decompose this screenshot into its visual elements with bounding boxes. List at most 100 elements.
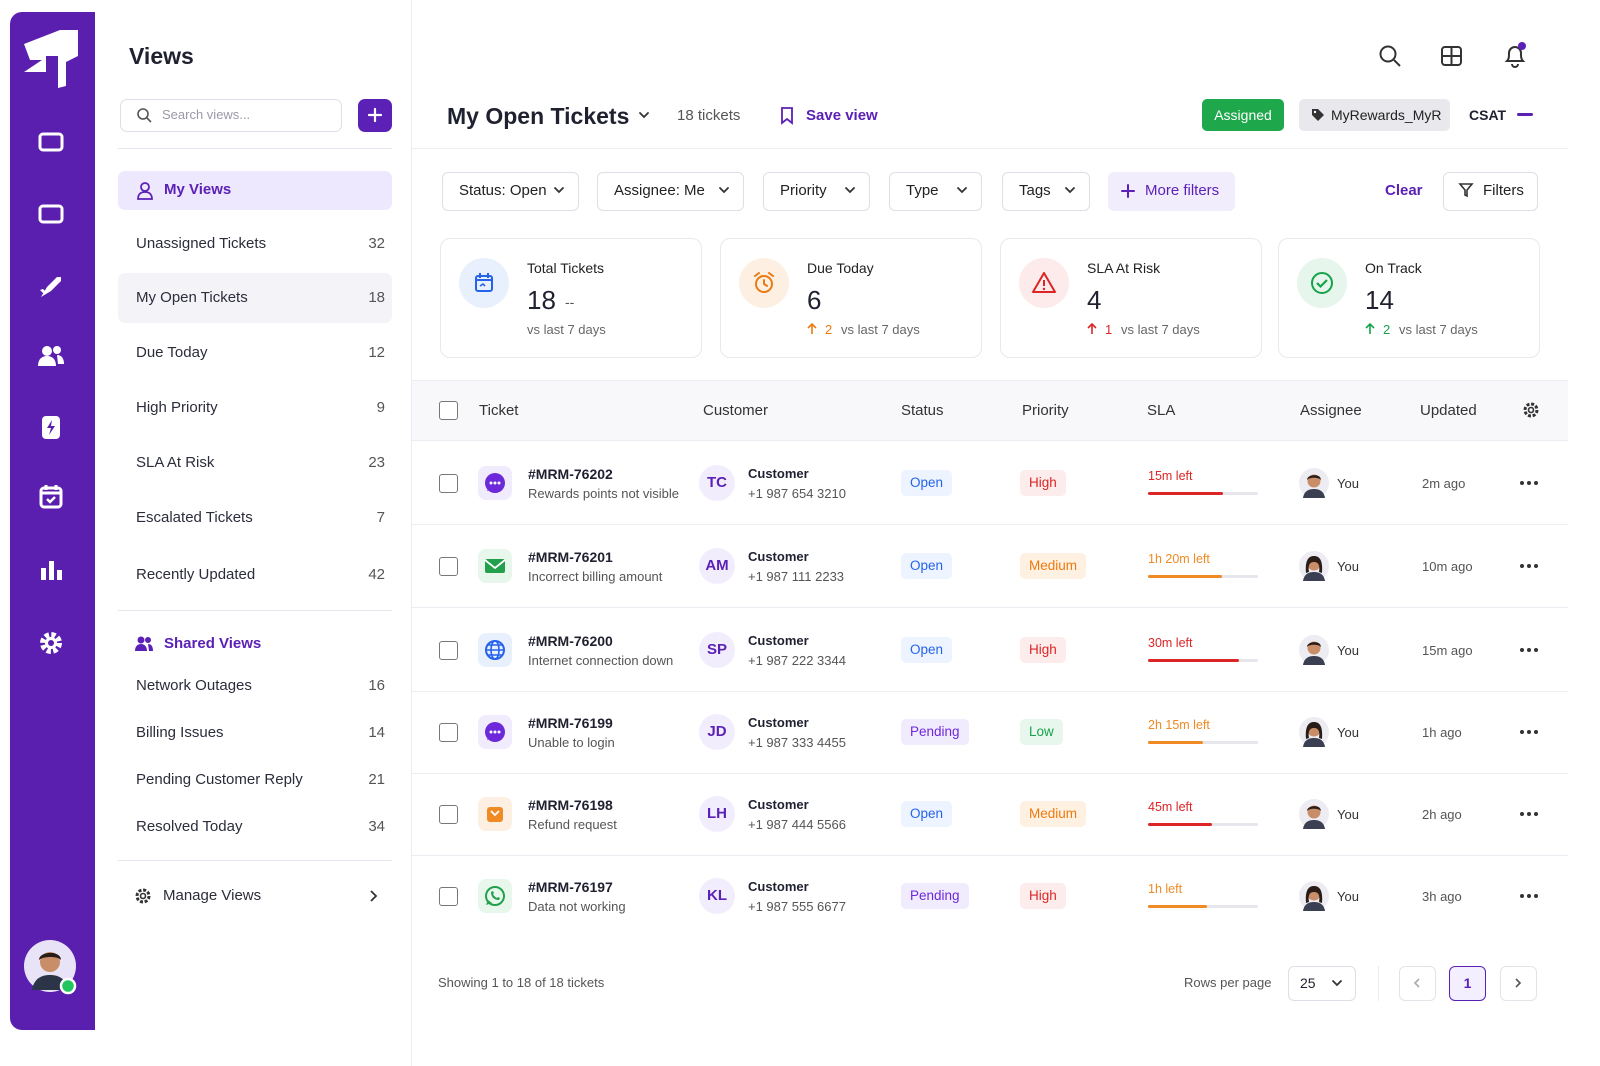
row-divider	[412, 855, 1568, 856]
stat-icon	[459, 258, 509, 308]
row-checkbox[interactable]	[439, 557, 458, 576]
rows-select[interactable]	[1288, 966, 1356, 1001]
row-checkbox[interactable]	[439, 805, 458, 824]
stat-card	[1278, 238, 1540, 358]
view-item-active[interactable]	[118, 273, 392, 323]
shared-view-label[interactable]: Pending Customer Reply	[136, 771, 303, 788]
row-checkbox[interactable]	[439, 723, 458, 742]
view-label[interactable]: High Priority	[136, 399, 218, 416]
ticket-id[interactable]: #MRM-76201	[528, 549, 613, 565]
table-settings[interactable]	[1522, 401, 1540, 419]
ticket-subject: Rewards points not visible	[528, 486, 680, 501]
customer-phone: +1 987 111 2233	[748, 569, 845, 584]
customer-name: Customer	[748, 715, 809, 730]
notifications-button[interactable]	[1503, 42, 1529, 68]
row-checkbox[interactable]	[439, 887, 458, 906]
views-title: Views	[129, 43, 194, 69]
current-page[interactable]: 1	[1449, 966, 1486, 1001]
nav-icon[interactable]	[37, 413, 65, 441]
shared-view-label[interactable]: Billing Issues	[136, 724, 224, 741]
showing-text: Showing 1 to 18 of 18 tickets	[438, 975, 605, 990]
stat-compare: vs last 7 days	[1121, 322, 1200, 337]
ticket-id[interactable]: #MRM-76197	[528, 879, 613, 895]
view-label[interactable]: Escalated Tickets	[136, 509, 253, 526]
customer-name: Customer	[748, 879, 809, 894]
plus-icon	[367, 107, 383, 123]
stat-card	[1000, 238, 1262, 358]
filter-dropdown[interactable]	[442, 172, 579, 211]
nav-icon[interactable]	[37, 556, 65, 584]
view-count: 32	[368, 235, 385, 252]
shared-view-label[interactable]: Resolved Today	[136, 818, 243, 835]
row-checkbox[interactable]	[439, 474, 458, 493]
filter-label: Tags	[1019, 182, 1051, 199]
view-label[interactable]: Recently Updated	[136, 566, 256, 583]
view-label[interactable]: Unassigned Tickets	[136, 235, 267, 252]
prev-icon	[1413, 978, 1420, 988]
views-panel-border	[411, 0, 412, 1066]
save-view[interactable]: Save view	[806, 107, 878, 124]
filter-dropdown[interactable]	[1002, 172, 1090, 211]
stat-value: 6	[807, 285, 822, 315]
ticket-id[interactable]: #MRM-76202	[528, 466, 613, 482]
select-all-checkbox[interactable]	[439, 401, 458, 420]
manage-views[interactable]: Manage Views	[163, 887, 262, 904]
row-actions[interactable]	[1520, 812, 1538, 816]
customer-avatar	[699, 465, 735, 501]
apps-button[interactable]	[1441, 46, 1462, 66]
clear-filters[interactable]: Clear	[1385, 182, 1423, 199]
row-actions[interactable]	[1520, 648, 1538, 652]
search-button[interactable]	[1379, 45, 1401, 67]
row-actions[interactable]	[1520, 894, 1538, 898]
search-box[interactable]	[120, 99, 342, 132]
assignee-avatar	[1299, 717, 1329, 747]
updated-time: 2m ago	[1422, 476, 1466, 491]
ticket-id[interactable]: #MRM-76199	[528, 715, 613, 731]
row-checkbox[interactable]	[439, 641, 458, 660]
priority-pill: Low	[1020, 719, 1063, 745]
nav-icon[interactable]	[37, 342, 65, 370]
rows-select-value: 25	[1300, 975, 1316, 991]
filters-button[interactable]	[1443, 172, 1538, 211]
ticket-id[interactable]: #MRM-76198	[528, 797, 613, 813]
user-avatar[interactable]	[24, 940, 78, 995]
channel-icon	[478, 879, 512, 913]
tag-badge[interactable]	[1299, 99, 1450, 131]
filter-dropdown[interactable]	[597, 172, 744, 211]
view-label[interactable]: My Open Tickets	[136, 289, 248, 306]
stat-icon	[1297, 258, 1347, 308]
view-label[interactable]: Due Today	[136, 344, 208, 361]
channel-icon	[478, 715, 512, 749]
nav-icon[interactable]	[37, 273, 65, 301]
row-actions[interactable]	[1520, 564, 1538, 568]
filter-dropdown[interactable]	[889, 172, 982, 211]
customer-avatar	[699, 632, 735, 668]
ticket-subject: Refund request	[528, 817, 617, 832]
chevron-icon	[554, 187, 564, 194]
view-count: 12	[368, 344, 385, 361]
users-icon	[135, 636, 153, 651]
nav-icon[interactable]	[37, 629, 65, 657]
stat-label: SLA At Risk	[1087, 260, 1161, 276]
page-title: My Open Tickets	[447, 103, 630, 129]
next-page[interactable]	[1500, 966, 1537, 1001]
filter-dropdown[interactable]	[763, 172, 870, 211]
view-label[interactable]: SLA At Risk	[136, 454, 215, 471]
my-views-item[interactable]	[118, 171, 392, 210]
row-actions[interactable]	[1520, 730, 1538, 734]
nav-rail	[10, 12, 95, 1030]
stat-compare: vs last 7 days	[527, 322, 606, 337]
customer-initials: LH	[707, 805, 727, 822]
row-actions[interactable]	[1520, 481, 1538, 485]
prev-page[interactable]	[1399, 966, 1436, 1001]
nav-icon[interactable]	[37, 128, 65, 156]
sla-text: 15m left	[1148, 469, 1193, 483]
assigned-badge[interactable]: Assigned	[1202, 99, 1284, 131]
plus-icon	[1121, 184, 1135, 198]
nav-icon[interactable]	[37, 200, 65, 228]
gear-icon	[135, 888, 151, 904]
ticket-id[interactable]: #MRM-76200	[528, 633, 613, 649]
nav-icon[interactable]	[37, 483, 65, 511]
shared-view-label[interactable]: Network Outages	[136, 677, 252, 694]
chevron-icon	[1332, 980, 1342, 987]
